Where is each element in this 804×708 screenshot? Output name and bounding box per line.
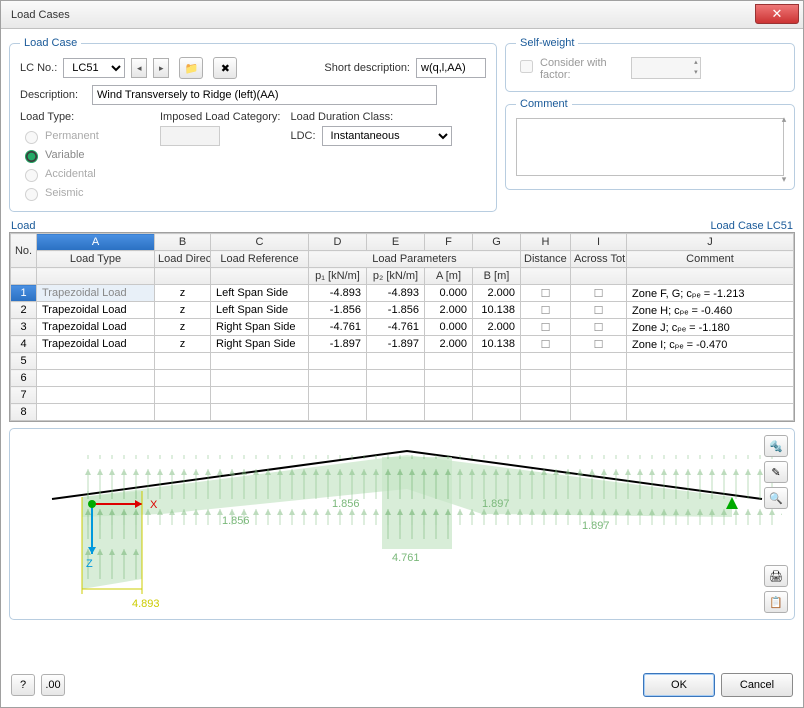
hdr-a: A [m] <box>425 268 473 285</box>
short-desc-input[interactable] <box>416 58 486 78</box>
diagram-btn-3[interactable]: 🔍 <box>764 487 788 509</box>
close-button[interactable]: ✕ <box>755 4 799 24</box>
diagram-panel: X Z 4.893 1.856 1.856 4.761 1.897 1.897 … <box>9 428 795 620</box>
load-header-left: Load <box>11 220 35 232</box>
lcno-label: LC No.: <box>20 62 57 74</box>
col-I[interactable]: I <box>571 234 627 251</box>
selfweight-group: Self-weight Consider with factor: <box>505 37 795 92</box>
col-F[interactable]: F <box>425 234 473 251</box>
col-no: No. <box>11 234 37 268</box>
col-G[interactable]: G <box>473 234 521 251</box>
ldc-prefix: LDC: <box>290 130 315 142</box>
hdr-b: B [m] <box>473 268 521 285</box>
col-J[interactable]: J <box>627 234 794 251</box>
hdr-dist: Distance in % <box>521 251 571 268</box>
delete-lc-button[interactable]: ✖ <box>213 57 237 79</box>
diagram-print-button[interactable]: 🖨 <box>764 565 788 587</box>
hdr-loadref: Load Reference <box>211 251 309 268</box>
col-C[interactable]: C <box>211 234 309 251</box>
new-lc-button[interactable]: 📁 <box>179 57 203 79</box>
hdr-comment: Comment <box>627 251 794 268</box>
radio-variable[interactable]: Variable <box>20 147 150 163</box>
selfweight-factor-input <box>631 57 701 79</box>
selfweight-checkbox <box>520 60 533 73</box>
desc-label: Description: <box>20 89 86 101</box>
svg-text:4.761: 4.761 <box>392 552 420 564</box>
col-D[interactable]: D <box>309 234 367 251</box>
svg-text:1.897: 1.897 <box>482 498 510 510</box>
titlebar: Load Cases ✕ <box>1 1 803 29</box>
ok-button[interactable]: OK <box>643 673 715 697</box>
help-button[interactable]: ? <box>11 674 35 696</box>
col-A[interactable]: A <box>37 234 155 251</box>
svg-text:4.893: 4.893 <box>132 598 160 610</box>
diagram-copy-button[interactable]: 📋 <box>764 591 788 613</box>
hdr-across: Across Tot Length <box>571 251 627 268</box>
diagram-btn-1[interactable]: 🔩 <box>764 435 788 457</box>
comment-group: Comment ▴▾ <box>505 98 795 190</box>
comment-textarea[interactable] <box>516 118 784 176</box>
col-E[interactable]: E <box>367 234 425 251</box>
selfweight-label: Consider with factor: <box>540 57 607 81</box>
table-row[interactable]: 3 Trapezoidal LoadzRight Span Side -4.76… <box>11 319 794 336</box>
lc-prev-button[interactable]: ◂ <box>131 58 147 78</box>
loadtype-label: Load Type: <box>20 111 150 123</box>
cancel-button[interactable]: Cancel <box>721 673 793 697</box>
imposed-combo <box>160 126 220 146</box>
col-B[interactable]: B <box>155 234 211 251</box>
table-row[interactable]: 4 Trapezoidal LoadzRight Span Side -1.89… <box>11 336 794 353</box>
svg-text:1.856: 1.856 <box>222 515 250 527</box>
ldc-label: Load Duration Class: <box>290 111 451 123</box>
loadcase-legend: Load Case <box>20 37 81 49</box>
short-desc-label: Short description: <box>324 62 410 74</box>
radio-accidental: Accidental <box>20 166 150 182</box>
svg-text:1.856: 1.856 <box>332 498 360 510</box>
svg-text:Z: Z <box>86 558 93 570</box>
desc-input[interactable] <box>92 85 437 105</box>
table-row[interactable]: 2 Trapezoidal LoadzLeft Span Side -1.856… <box>11 302 794 319</box>
ldc-select[interactable]: Instantaneous <box>322 126 452 146</box>
lc-next-button[interactable]: ▸ <box>153 58 169 78</box>
hdr-p2: p₂ [kN/m] <box>367 268 425 285</box>
svg-text:X: X <box>150 499 158 511</box>
diagram-btn-2[interactable]: ✎ <box>764 461 788 483</box>
units-button[interactable]: .00 <box>41 674 65 696</box>
comment-legend: Comment <box>516 98 572 110</box>
hdr-loadparams: Load Parameters <box>309 251 521 268</box>
radio-seismic: Seismic <box>20 185 150 201</box>
hdr-loadtype: Load Type <box>37 251 155 268</box>
window-title: Load Cases <box>11 9 755 21</box>
lcno-select[interactable]: LC51 <box>63 58 125 78</box>
loadcase-group: Load Case LC No.: LC51 ◂ ▸ 📁 ✖ Short des… <box>9 37 497 212</box>
load-header-right: Load Case LC51 <box>710 220 793 232</box>
beam-diagram: X Z 4.893 1.856 1.856 4.761 1.897 1.897 <box>10 429 794 619</box>
selfweight-legend: Self-weight <box>516 37 578 49</box>
hdr-p1: p₁ [kN/m] <box>309 268 367 285</box>
imposed-label: Imposed Load Category: <box>160 111 280 123</box>
col-H[interactable]: H <box>521 234 571 251</box>
hdr-loaddir: Load Direction <box>155 251 211 268</box>
svg-text:1.897: 1.897 <box>582 520 610 532</box>
radio-permanent: Permanent <box>20 128 150 144</box>
table-row[interactable]: 1 Trapezoidal LoadzLeft Span Side -4.893… <box>11 285 794 302</box>
load-grid[interactable]: No. A B C D E F G H I J Load Type <box>9 232 795 422</box>
